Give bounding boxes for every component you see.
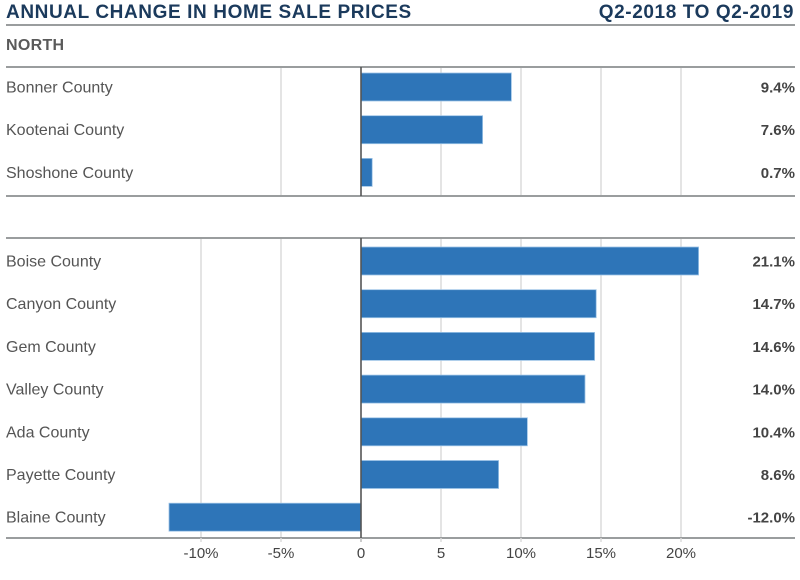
title-rule: [6, 24, 795, 26]
x-tick-label: -5%: [268, 545, 295, 562]
category-label: Canyon County: [6, 296, 116, 313]
value-label: -12.0%: [747, 510, 795, 527]
value-label: 10.4%: [752, 424, 795, 441]
category-label: Bonner County: [6, 80, 113, 97]
bar: [360, 417, 528, 447]
chart-title: ANNUAL CHANGE IN HOME SALE PRICES: [6, 2, 412, 23]
chart-period: Q2-2018 TO Q2-2019: [598, 2, 794, 23]
x-tick-label: 0: [357, 545, 365, 562]
value-label: 14.7%: [752, 296, 795, 313]
bar: [360, 246, 700, 276]
category-label: Payette County: [6, 467, 115, 484]
bar: [360, 115, 483, 145]
bar: [360, 331, 596, 361]
category-label: Valley County: [6, 382, 104, 399]
bar: [168, 502, 362, 532]
x-tick-label: 5: [437, 545, 445, 562]
value-label: 14.0%: [752, 382, 795, 399]
category-label: Ada County: [6, 424, 90, 441]
section-label-north: NORTH: [6, 37, 65, 54]
value-label: 0.7%: [761, 165, 795, 182]
x-tick-label: 20%: [666, 545, 696, 562]
category-label: Boise County: [6, 254, 101, 271]
value-label: 14.6%: [752, 339, 795, 356]
bar: [360, 460, 500, 489]
value-label: 9.4%: [761, 80, 795, 97]
x-tick-label: 10%: [506, 545, 536, 562]
category-label: Shoshone County: [6, 165, 133, 182]
bar: [360, 72, 512, 102]
x-tick-label: 15%: [586, 545, 616, 562]
value-label: 7.6%: [761, 122, 795, 139]
category-label: Kootenai County: [6, 122, 124, 139]
category-label: Gem County: [6, 339, 96, 356]
value-label: 21.1%: [752, 254, 795, 271]
bar: [360, 374, 586, 404]
x-tick-label: -10%: [183, 545, 218, 562]
category-label: Blaine County: [6, 510, 106, 527]
bar: [360, 289, 597, 319]
value-label: 8.6%: [761, 467, 795, 484]
bar: [360, 157, 373, 187]
